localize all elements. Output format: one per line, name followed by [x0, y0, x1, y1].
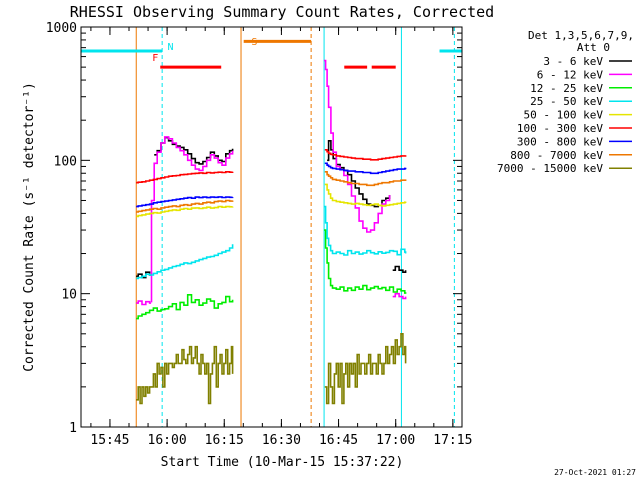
- legend-label-3: 12 - 25 keV: [530, 82, 603, 95]
- series-7-segment-2: [324, 162, 407, 175]
- x-tick-label-4: 16:30: [262, 433, 301, 448]
- observing-state-layer: NF S: [81, 27, 462, 427]
- series-5-segment-1: [136, 205, 234, 218]
- series-3: [136, 229, 407, 320]
- series-6-segment-1: [136, 171, 234, 184]
- series-5: [136, 183, 407, 218]
- legend-label-6: 100 - 300 keV: [517, 122, 603, 135]
- series-7: [136, 162, 407, 208]
- series-6: [136, 149, 407, 184]
- legend-label-9: 7000 - 15000 keV: [497, 162, 603, 175]
- series-4: [136, 205, 407, 280]
- x-tick-label-5: 16:45: [319, 433, 358, 448]
- y-tick-label-2: 10: [61, 288, 77, 303]
- annotation-f: F: [152, 53, 158, 64]
- legend-label-4: 25 - 50 keV: [530, 95, 603, 108]
- y-axis-label: Corrected Count Rate (s⁻¹ detector⁻¹): [22, 82, 37, 372]
- render-timestamp: 27-Oct-2021 01:27: [554, 468, 636, 477]
- y-tick-label-3: 100: [54, 154, 77, 169]
- axis-layer: 15:45 16:00 16:15 16:30 16:45 17:00 17:15 1 10 10…: [46, 21, 473, 448]
- legend-header-2: Att 0: [577, 41, 610, 54]
- series-5-segment-2: [324, 183, 407, 207]
- series-6-segment-2: [324, 149, 407, 161]
- series-9-segment-2: [324, 333, 407, 405]
- series-4-segment-2: [324, 205, 407, 256]
- series-8-segment-2: [324, 171, 407, 187]
- series-3-segment-1: [136, 294, 234, 320]
- x-tick-label-7: 17:15: [433, 433, 472, 448]
- y-tick-label-1: 1: [69, 421, 77, 436]
- series-layer: [136, 59, 407, 405]
- x-tick-label-6: 17:00: [376, 433, 415, 448]
- plot-frame: [80, 26, 463, 428]
- series-8-segment-1: [136, 199, 234, 213]
- series-4-segment-1: [136, 244, 234, 280]
- x-tick-label-3: 16:15: [205, 433, 244, 448]
- series-2-segment-3: [324, 59, 391, 233]
- annotation-s: S: [251, 37, 257, 48]
- legend-label-2: 6 - 12 keV: [537, 68, 604, 81]
- x-axis-label: Start Time (10-Mar-15 15:37:22): [161, 455, 404, 470]
- series-2: [136, 59, 407, 306]
- x-tick-label-1: 15:45: [90, 433, 129, 448]
- legend-label-8: 800 - 7000 keV: [510, 149, 603, 162]
- x-tick-label-2: 16:00: [148, 433, 187, 448]
- annotation-n: N: [168, 42, 174, 53]
- series-2-segment-4: [392, 292, 407, 300]
- series-1-segment-4: [392, 265, 407, 273]
- series-7-segment-1: [136, 196, 234, 208]
- series-2-segment-1: [136, 300, 152, 306]
- series-9: [136, 333, 407, 405]
- y-tick-label-4: 1000: [46, 21, 77, 36]
- series-2-segment-2: [150, 136, 234, 303]
- series-8: [136, 171, 407, 213]
- chart-title: RHESSI Observing Summary Count Rates, Co…: [70, 3, 494, 21]
- legend-label-1: 3 - 6 keV: [543, 55, 603, 68]
- legend-label-7: 300 - 800 keV: [517, 135, 603, 148]
- series-3-segment-2: [324, 229, 407, 294]
- series-9-segment-1: [136, 345, 234, 405]
- legend-header-1: Det 1,3,5,6,7,9,: [528, 29, 634, 42]
- legend-label-5: 50 - 100 keV: [524, 109, 604, 122]
